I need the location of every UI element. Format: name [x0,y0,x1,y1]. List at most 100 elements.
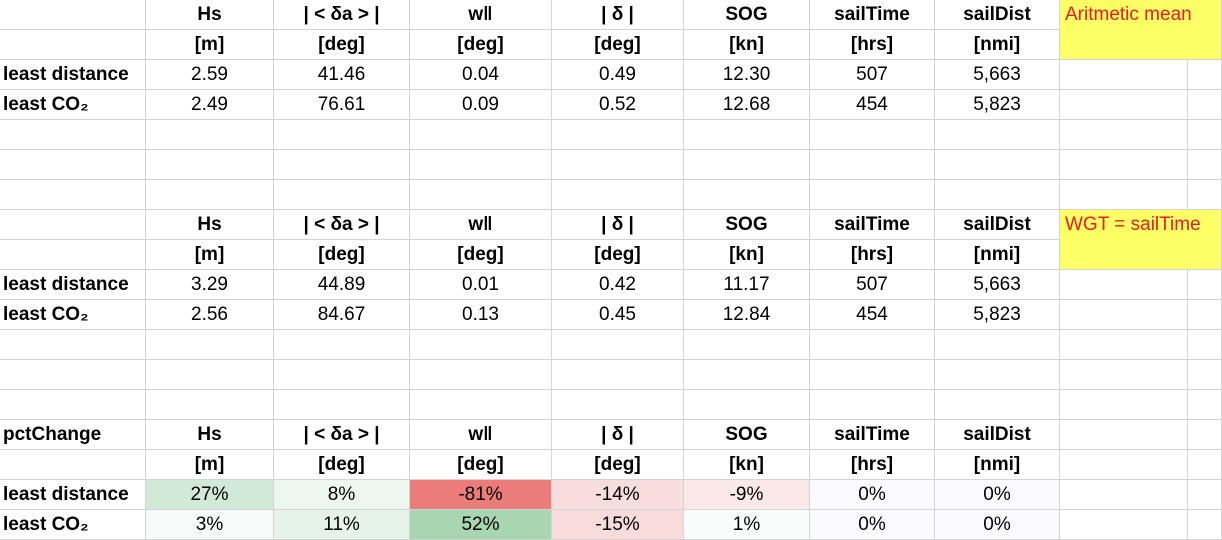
value-cell[interactable]: 0.09 [410,90,552,120]
value-cell[interactable]: 0.42 [552,270,684,300]
value-cell[interactable]: 0% [935,480,1060,510]
column-header[interactable]: Hs [146,420,274,450]
column-header[interactable]: | < δa > | [274,210,410,240]
value-cell[interactable]: 2.49 [146,90,274,120]
value-cell[interactable]: 52% [410,510,552,540]
unit-label[interactable]: [kn] [684,30,810,60]
empty-cell[interactable] [146,150,274,180]
value-cell[interactable]: -15% [552,510,684,540]
empty-cell[interactable] [274,330,410,360]
empty-cell[interactable] [810,360,935,390]
value-cell[interactable]: 12.30 [684,60,810,90]
column-header[interactable]: sailDist [935,420,1060,450]
value-cell[interactable]: 12.68 [684,90,810,120]
note-highlight[interactable] [1060,240,1222,270]
empty-cell[interactable] [1060,300,1188,330]
value-cell[interactable]: 1% [684,510,810,540]
empty-cell[interactable] [1060,120,1188,150]
row-label[interactable]: least distance [0,60,146,90]
empty-cell[interactable] [684,390,810,420]
value-cell[interactable]: 0.04 [410,60,552,90]
empty-cell[interactable] [935,360,1060,390]
value-cell[interactable]: 5,663 [935,60,1060,90]
column-header[interactable]: SOG [684,210,810,240]
empty-cell[interactable] [0,210,146,240]
value-cell[interactable]: 0% [810,480,935,510]
unit-label[interactable]: [nmi] [935,450,1060,480]
column-header[interactable]: sailTime [810,0,935,30]
empty-cell[interactable] [0,450,146,480]
empty-cell[interactable] [1060,360,1188,390]
empty-cell[interactable] [552,360,684,390]
empty-cell[interactable] [1188,120,1222,150]
column-header[interactable]: sailTime [810,210,935,240]
unit-label[interactable]: [hrs] [810,450,935,480]
value-cell[interactable]: 0.45 [552,300,684,330]
empty-cell[interactable] [1188,90,1222,120]
note-highlight[interactable] [1060,30,1222,60]
empty-cell[interactable] [935,180,1060,210]
empty-cell[interactable] [1188,480,1222,510]
empty-cell[interactable] [410,330,552,360]
value-cell[interactable]: 12.84 [684,300,810,330]
empty-cell[interactable] [0,30,146,60]
value-cell[interactable]: 5,823 [935,90,1060,120]
empty-cell[interactable] [1060,480,1188,510]
table-title[interactable]: pctChange [0,420,146,450]
value-cell[interactable]: 11.17 [684,270,810,300]
unit-label[interactable]: [deg] [410,240,552,270]
empty-cell[interactable] [410,120,552,150]
value-cell[interactable]: 27% [146,480,274,510]
value-cell[interactable]: 11% [274,510,410,540]
empty-cell[interactable] [1188,270,1222,300]
empty-cell[interactable] [684,330,810,360]
empty-cell[interactable] [0,390,146,420]
empty-cell[interactable] [1060,180,1188,210]
empty-cell[interactable] [810,150,935,180]
empty-cell[interactable] [810,330,935,360]
value-cell[interactable]: -9% [684,480,810,510]
empty-cell[interactable] [410,150,552,180]
empty-cell[interactable] [935,150,1060,180]
unit-label[interactable]: [deg] [274,240,410,270]
unit-label[interactable]: [kn] [684,450,810,480]
value-cell[interactable]: 507 [810,60,935,90]
empty-cell[interactable] [0,150,146,180]
column-header[interactable]: | δ | [552,210,684,240]
value-cell[interactable]: 0.52 [552,90,684,120]
unit-label[interactable]: [nmi] [935,240,1060,270]
empty-cell[interactable] [1060,330,1188,360]
empty-cell[interactable] [1188,330,1222,360]
note-label[interactable]: WGT = sailTime [1060,210,1222,240]
value-cell[interactable]: 44.89 [274,270,410,300]
unit-label[interactable]: [deg] [410,30,552,60]
value-cell[interactable]: 84.67 [274,300,410,330]
column-header[interactable]: | δ | [552,420,684,450]
unit-label[interactable]: [nmi] [935,30,1060,60]
empty-cell[interactable] [410,390,552,420]
empty-cell[interactable] [0,360,146,390]
empty-cell[interactable] [146,390,274,420]
unit-label[interactable]: [m] [146,450,274,480]
empty-cell[interactable] [1188,180,1222,210]
empty-cell[interactable] [1060,450,1188,480]
empty-cell[interactable] [1060,90,1188,120]
value-cell[interactable]: 3.29 [146,270,274,300]
empty-cell[interactable] [684,360,810,390]
unit-label[interactable]: [m] [146,30,274,60]
unit-label[interactable]: [deg] [552,30,684,60]
empty-cell[interactable] [274,150,410,180]
column-header[interactable]: w‖ [410,210,552,240]
empty-cell[interactable] [410,360,552,390]
empty-cell[interactable] [146,330,274,360]
value-cell[interactable]: 0% [935,510,1060,540]
column-header[interactable]: SOG [684,0,810,30]
empty-cell[interactable] [552,180,684,210]
empty-cell[interactable] [1188,360,1222,390]
value-cell[interactable]: 5,663 [935,270,1060,300]
column-header[interactable]: | δ | [552,0,684,30]
column-header[interactable]: w‖ [410,0,552,30]
empty-cell[interactable] [1188,150,1222,180]
value-cell[interactable]: 0.49 [552,60,684,90]
value-cell[interactable]: 5,823 [935,300,1060,330]
